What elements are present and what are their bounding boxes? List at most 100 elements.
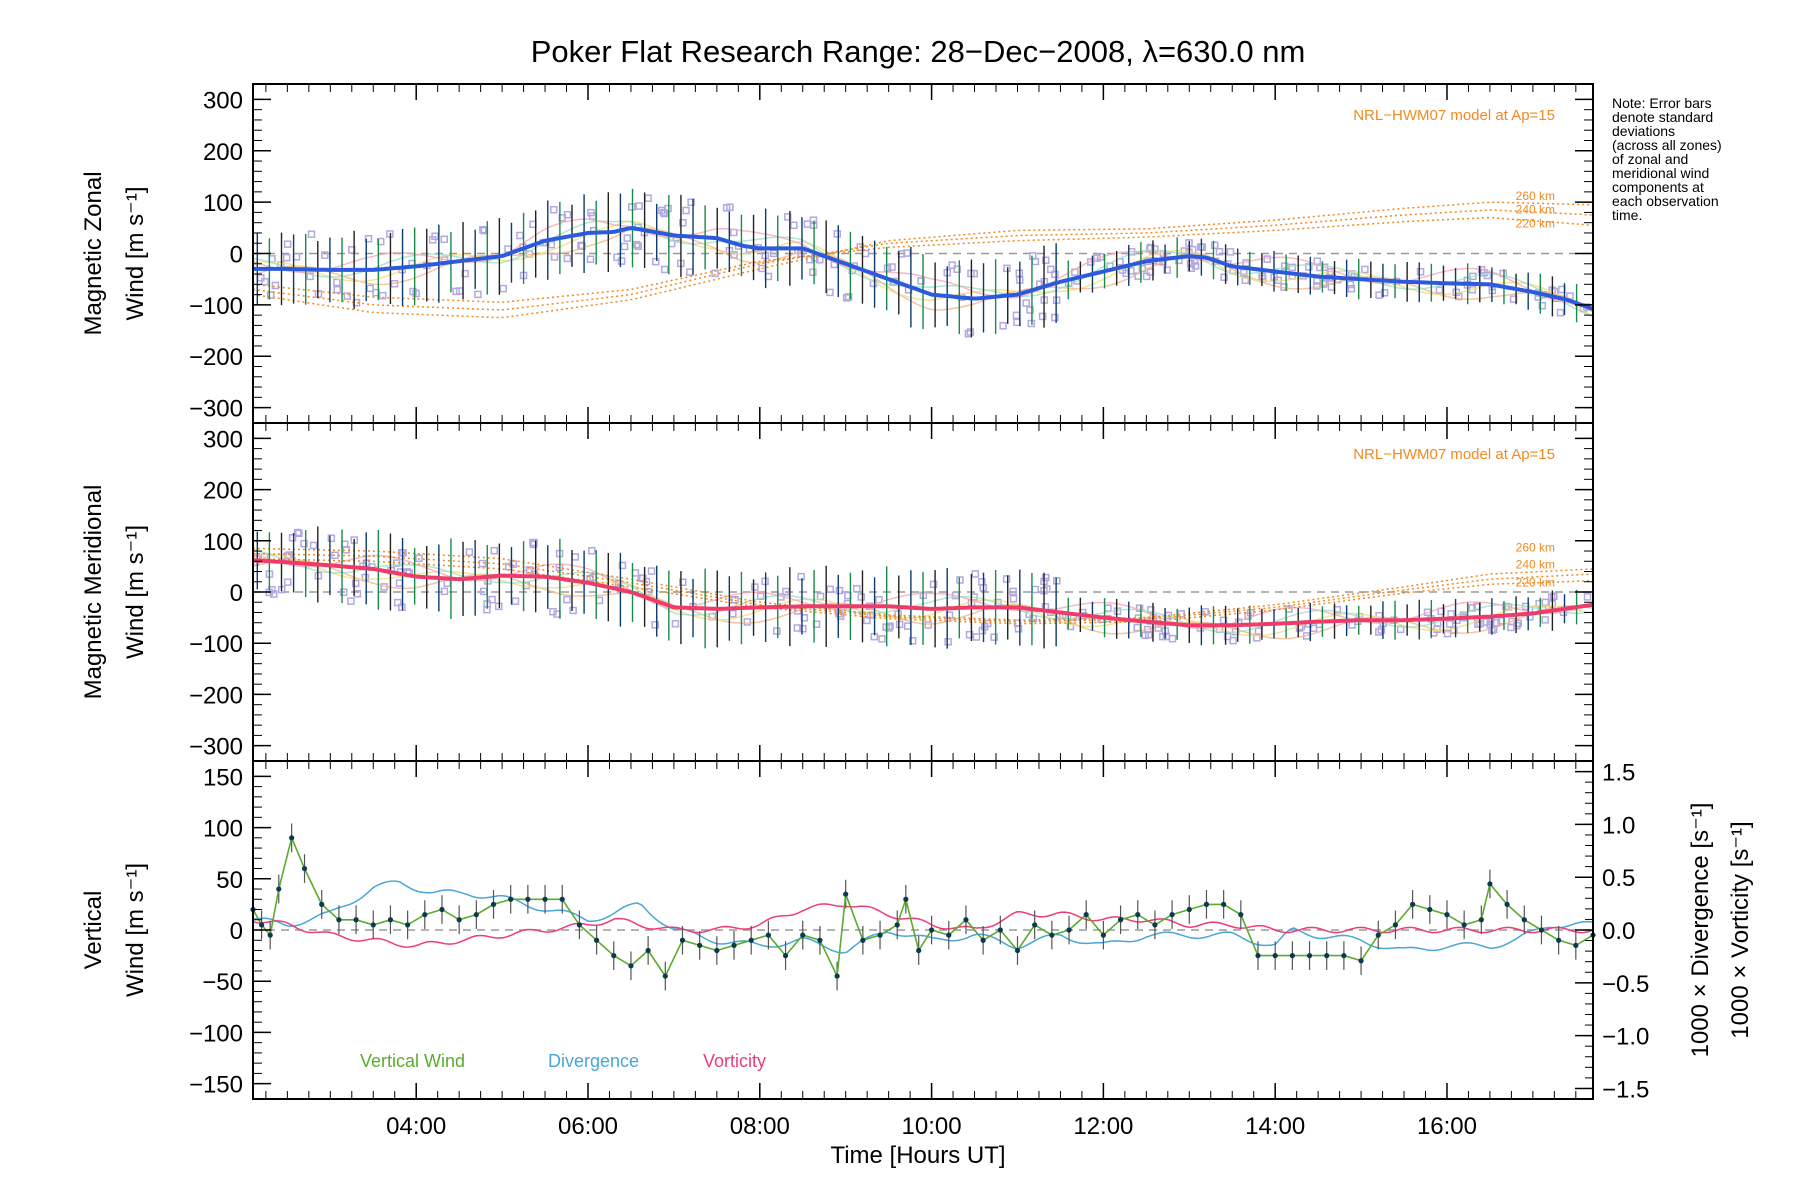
zone-wind-sample — [972, 633, 981, 641]
zone-wind-sample — [569, 606, 577, 615]
zone-wind-sample — [474, 290, 482, 299]
zone-wind-sample — [965, 630, 974, 639]
zone-wind-sample — [578, 242, 586, 250]
vertical-wind-point — [1238, 912, 1244, 918]
y-axis-label-line2: Wind [m s⁻¹] — [122, 525, 149, 659]
zone-wind-sample — [333, 285, 341, 294]
vertical-wind-point — [1186, 906, 1192, 913]
zone-wind-sample — [550, 205, 558, 214]
zone-wind-sample — [682, 206, 690, 215]
left-tick-label: 100 — [203, 816, 243, 843]
zone-wind-sample — [671, 619, 680, 628]
note-line: (across all zones) — [1612, 137, 1722, 153]
zone-wind-sample — [1163, 266, 1171, 274]
zone-wind-sample — [270, 590, 278, 598]
x-tick-label: 12:00 — [1073, 1113, 1133, 1140]
zone-wind-sample — [511, 597, 520, 605]
zone-wind-sample — [1210, 241, 1219, 250]
vertical-wind-point — [593, 937, 600, 943]
vertical-wind-point — [1083, 912, 1089, 918]
x-tick-label: 16:00 — [1417, 1113, 1477, 1140]
left-tick-label: 50 — [216, 867, 243, 894]
zone-wind-sample — [782, 587, 790, 596]
model-altitude-label: 260 km — [1516, 541, 1555, 555]
vertical-wind-point — [1152, 922, 1158, 928]
zone-wind-sample — [415, 554, 423, 563]
vertical-wind-point — [1444, 912, 1450, 918]
vertical-wind-point — [679, 937, 686, 943]
vertical-wind-point — [894, 922, 900, 928]
zone-wind-sample — [339, 588, 348, 596]
vertical-wind-point — [1478, 917, 1484, 923]
y-axis-label-line2: Wind [m s⁻¹] — [122, 186, 149, 320]
note-line: time. — [1612, 207, 1642, 223]
zone-wind-sample — [1226, 248, 1235, 256]
model-altitude-label: 240 km — [1516, 202, 1555, 216]
zone-wind-sample — [1223, 632, 1232, 641]
zone-wind-sample — [1009, 587, 1017, 596]
zone-wind-sample — [588, 546, 596, 555]
right-tick-label: −1.0 — [1602, 1024, 1649, 1051]
zone-wind-sample — [773, 627, 781, 635]
note-line: each observation — [1612, 193, 1719, 209]
vertical-wind-point — [1538, 927, 1545, 933]
zone-wind-sample — [331, 551, 339, 560]
vertical-wind-point — [422, 912, 428, 918]
vertical-wind-point — [1049, 932, 1055, 938]
vertical-wind-point — [1324, 953, 1330, 959]
zone-wind-sample — [1550, 592, 1558, 601]
zone-wind-sample — [999, 322, 1007, 330]
left-tick-label: −150 — [189, 1072, 243, 1099]
zone-wind-sample — [307, 230, 316, 238]
zone-wind-sample — [1003, 264, 1011, 273]
note-line: components at — [1612, 179, 1704, 195]
zone-wind-sample — [634, 242, 642, 251]
vertical-wind-point — [576, 922, 583, 928]
vertical-wind-point — [1203, 901, 1210, 907]
zone-wind-sample — [393, 598, 402, 607]
vertical-wind-point — [353, 917, 359, 923]
right-tick-label: 1.0 — [1602, 812, 1635, 839]
zone-wind-sample — [1556, 308, 1565, 317]
vorticity-axis-label: 1000 × Vorticity [s⁻¹] — [1727, 821, 1754, 1038]
figure-title: Poker Flat Research Range: 28−Dec−2008, … — [531, 34, 1306, 69]
vertical-wind-point — [903, 896, 909, 902]
zone-wind-sample — [563, 254, 572, 263]
vertical-wind-point — [258, 922, 265, 928]
vertical-wind-point — [542, 896, 548, 902]
y-axis-label-line1: Magnetic Meridional — [80, 485, 107, 700]
left-tick-label: 100 — [203, 529, 243, 556]
zone-wind-sample — [288, 534, 297, 542]
zone-wind-sample — [756, 592, 765, 601]
note-line: deviations — [1612, 123, 1675, 139]
zone-wind-sample — [793, 624, 802, 632]
model-curve-220km — [252, 216, 1594, 303]
zone-wind-sample — [797, 572, 805, 581]
zone-wind-sample — [1241, 276, 1250, 284]
vertical-wind-point — [1135, 912, 1141, 918]
zone-wind-sample — [1445, 620, 1454, 628]
zone-wind-sample — [623, 234, 632, 242]
zone-wind-sample — [617, 257, 626, 265]
zone-wind-sample — [1198, 243, 1206, 251]
zone-wind-sample — [1541, 616, 1549, 624]
zone-wind-sample — [966, 328, 975, 336]
zone-wind-sample — [499, 284, 507, 293]
vertical-wind-point — [916, 947, 922, 954]
zone-wind-sample — [266, 291, 275, 299]
zone-wind-sample — [679, 218, 687, 227]
zone-wind-sample — [364, 234, 373, 243]
zone-wind-sample — [661, 209, 669, 218]
zone-wind-sample — [924, 621, 933, 629]
x-axis-tick-labels: 04:00 06:00 08:00 10:00 12:00 14:00 16:00 — [386, 1113, 1477, 1140]
left-tick-label: −300 — [189, 396, 243, 423]
vertical-wind-point — [963, 917, 969, 923]
vertical-wind-point — [697, 942, 703, 948]
zone-wind-sample — [1320, 263, 1329, 271]
zone-wind-sample — [743, 618, 752, 626]
zone-wind-sample — [1142, 272, 1151, 281]
model-label: NRL−HWM07 model at Ap=15 — [1353, 107, 1555, 124]
zone-wind-sample — [1361, 265, 1369, 274]
